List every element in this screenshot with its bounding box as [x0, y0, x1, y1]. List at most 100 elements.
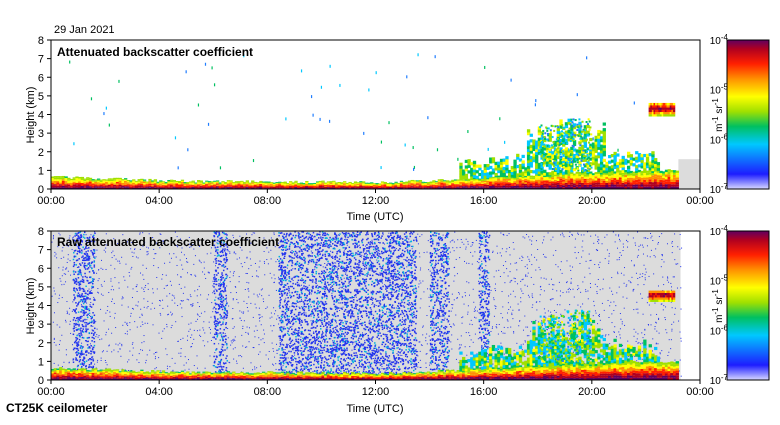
noise-pixel: [648, 297, 649, 298]
noise-pixel: [577, 233, 578, 234]
noise-pixel: [476, 240, 477, 241]
noise-pixel: [350, 268, 351, 269]
noise-pixel: [613, 231, 614, 232]
noise-pixel: [362, 332, 363, 333]
noise-pixel: [511, 314, 512, 315]
backscatter-cell: [657, 162, 660, 165]
noise-pixel: [218, 333, 219, 334]
noise-pixel: [504, 327, 505, 328]
noise-pixel: [232, 342, 233, 343]
noise-pixel: [268, 252, 269, 253]
noise-pixel: [336, 368, 337, 369]
noise-pixel: [510, 294, 511, 295]
noise-pixel: [659, 236, 660, 237]
noise-pixel: [313, 331, 314, 332]
noise-pixel: [215, 297, 216, 298]
noise-pixel: [64, 284, 65, 285]
noise-pixel: [417, 234, 418, 235]
noise-pixel: [154, 353, 155, 354]
noise-pixel: [386, 312, 387, 313]
noise-pixel: [420, 360, 421, 361]
y-tick-label: 3: [38, 128, 44, 140]
noise-pixel: [236, 292, 237, 293]
noise-pixel: [204, 268, 205, 269]
noise-pixel: [317, 285, 318, 286]
noise-pixel: [512, 310, 513, 311]
noise-pixel: [348, 283, 349, 284]
noise-pixel: [108, 292, 109, 293]
noise-pixel: [512, 318, 513, 319]
noise-pixel: [374, 321, 375, 322]
noise-pixel: [343, 288, 344, 289]
noise-pixel: [442, 316, 443, 317]
noise-pixel: [471, 320, 472, 321]
noise-pixel: [256, 270, 257, 271]
noise-pixel: [396, 248, 397, 249]
plume-cell: [567, 130, 569, 132]
noise-pixel: [663, 309, 664, 310]
noise-pixel: [430, 239, 431, 240]
noise-pixel: [110, 278, 111, 279]
noise-pixel: [578, 288, 579, 289]
backscatter-cell: [603, 128, 606, 131]
noise-pixel: [461, 335, 462, 336]
plume-cell: [543, 165, 545, 167]
noise-pixel: [671, 324, 672, 325]
noise-pixel: [53, 235, 54, 236]
noise-pixel: [511, 313, 512, 314]
noise-pixel: [552, 289, 553, 290]
noise-pixel: [308, 256, 309, 257]
noise-pixel: [202, 327, 203, 328]
plume-cell: [540, 143, 542, 145]
noise-pixel: [143, 279, 144, 280]
noise-pixel: [410, 304, 411, 305]
noise-pixel: [638, 255, 639, 256]
noise-pixel: [506, 268, 507, 269]
plume-cell: [574, 134, 576, 136]
noise-pixel: [469, 324, 470, 325]
noise-pixel: [342, 307, 343, 308]
noise-pixel: [612, 294, 613, 295]
noise-pixel: [248, 333, 249, 334]
speckle-cell: [301, 69, 302, 72]
noise-pixel: [636, 309, 637, 310]
noise-pixel: [566, 292, 567, 293]
noise-pixel: [175, 363, 176, 364]
plume-cell: [580, 140, 582, 142]
plume-cell: [570, 132, 572, 134]
speckle-cell: [363, 132, 364, 135]
backscatter-cell: [616, 153, 619, 156]
noise-pixel: [132, 252, 133, 253]
backscatter-cell: [467, 159, 470, 162]
noise-pixel: [167, 314, 168, 315]
noise-pixel: [667, 243, 668, 244]
noise-pixel: [528, 335, 529, 336]
noise-pixel: [241, 356, 242, 357]
noise-pixel: [156, 352, 157, 353]
noise-pixel: [103, 295, 104, 296]
noise-pixel: [652, 338, 653, 339]
plume-cell: [543, 155, 545, 157]
noise-pixel: [388, 274, 389, 275]
plume-cell: [554, 125, 556, 127]
noise-pixel: [452, 308, 453, 309]
noise-pixel: [401, 355, 402, 356]
noise-pixel: [609, 305, 610, 306]
noise-pixel: [590, 273, 591, 274]
noise-pixel: [254, 336, 255, 337]
noise-pixel: [180, 304, 181, 305]
y-tick-label: 4: [38, 110, 44, 122]
noise-pixel: [635, 245, 636, 246]
noise-pixel: [522, 349, 523, 350]
noise-pixel: [190, 304, 191, 305]
noise-pixel: [645, 279, 646, 280]
noise-pixel: [510, 271, 511, 272]
noise-pixel: [142, 324, 143, 325]
y-tick-label: 6: [38, 72, 44, 84]
backscatter-cell: [251, 180, 254, 181]
backscatter-cell: [305, 181, 308, 182]
backscatter-cell: [586, 131, 589, 134]
plume-cell: [581, 138, 583, 140]
noise-pixel: [197, 302, 198, 303]
noise-pixel: [140, 326, 141, 327]
